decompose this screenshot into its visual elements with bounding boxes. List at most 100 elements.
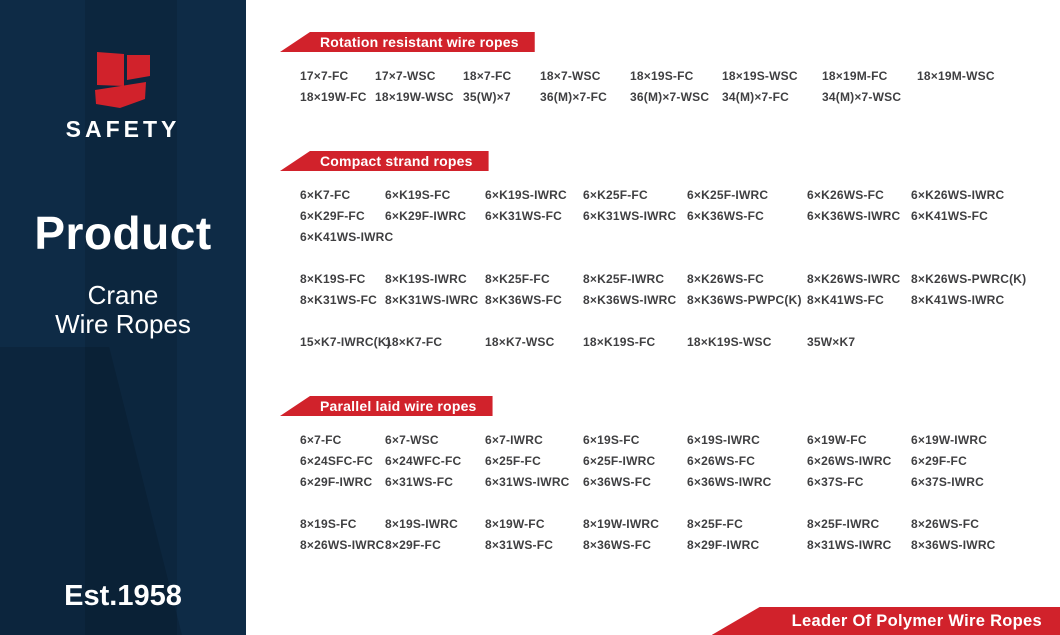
rope-code: 6×K36WS-IWRC	[807, 209, 901, 223]
rope-code: 8×K19S-FC	[300, 272, 366, 286]
rope-code: 6×37S-IWRC	[911, 475, 985, 489]
rope-code: 8×K26WS-FC	[687, 272, 765, 286]
rope-code: 8×K31WS-FC	[300, 293, 378, 307]
established-label: Est.1958	[64, 580, 182, 612]
product-subtitle: Crane Wire Ropes	[0, 281, 246, 339]
rope-code: 6×7-FC	[300, 433, 342, 447]
rope-code: 8×K25F-IWRC	[583, 272, 665, 286]
rope-code-group: 6×K7-FC 6×K19S-FC 6×K19S-IWRC 6×K25F-FC 6×K2…	[300, 185, 1060, 248]
rope-code-row: 6×7-FC 6×7-WSC 6×7-IWRC 6×19S-FC 6×19S-IWRC 6…	[300, 430, 1060, 451]
rope-code: 18×K7-WSC	[485, 335, 555, 349]
rope-code-row: 15×K7-IWRC(K) 18×K7-FC 18×K7-WSC 18×K19S-FC…	[300, 332, 1060, 353]
rope-code: 8×25F-IWRC	[807, 517, 880, 531]
rope-code: 6×K29F-IWRC	[385, 209, 467, 223]
rope-code: 8×19W-FC	[485, 517, 545, 531]
rope-code: 6×K41WS-FC	[911, 209, 989, 223]
main-content: Rotation resistant wire ropes 17×7-FC 17×7…	[246, 0, 1060, 635]
rope-code: 8×29F-FC	[385, 538, 441, 552]
rope-code: 18×7-FC	[463, 69, 512, 83]
rope-code: 6×K25F-IWRC	[687, 188, 769, 202]
section-title: Parallel laid wire ropes	[320, 398, 477, 414]
section-title: Compact strand ropes	[320, 153, 473, 169]
rope-code-group: 8×19S-FC 8×19S-IWRC 8×19W-FC 8×19W-IWRC 8×25…	[300, 514, 1060, 556]
rope-code-row: 6×K41WS-IWRC	[300, 227, 1060, 248]
rope-code-row: 18×19W-FC 18×19W-WSC 35(W)×7 36(M)×7-FC 36(M…	[300, 87, 1060, 108]
rope-code: 34(M)×7-FC	[722, 90, 790, 104]
rope-code-row: 17×7-FC 17×7-WSC 18×7-FC 18×7-WSC 18×19S-FC 1…	[300, 66, 1060, 87]
rope-code: 6×7-WSC	[385, 433, 439, 447]
rope-code: 6×K31WS-FC	[485, 209, 563, 223]
rope-code: 6×37S-FC	[807, 475, 864, 489]
rope-code: 6×26WS-IWRC	[807, 454, 892, 468]
rope-code: 6×K41WS-IWRC	[300, 230, 394, 244]
rope-code: 8×26WS-IWRC	[300, 538, 385, 552]
rope-code: 8×31WS-IWRC	[807, 538, 892, 552]
section-banner: Compact strand ropes	[280, 151, 489, 171]
rope-code-group: 17×7-FC 17×7-WSC 18×7-FC 18×7-WSC 18×19S-FC 1…	[300, 66, 1060, 108]
rope-code: 8×36WS-IWRC	[911, 538, 996, 552]
rope-code: 6×K29F-FC	[300, 209, 365, 223]
rope-code: 6×24SFC-FC	[300, 454, 374, 468]
rope-code: 8×26WS-FC	[911, 517, 980, 531]
rope-code: 8×K26WS-PWRC(K)	[911, 272, 1027, 286]
section-banner: Rotation resistant wire ropes	[280, 32, 535, 52]
rope-code-groups: 6×K7-FC 6×K19S-FC 6×K19S-IWRC 6×K25F-FC 6×K2…	[300, 185, 1060, 353]
rope-code: 6×19S-FC	[583, 433, 640, 447]
rope-code: 18×19W-FC	[300, 90, 367, 104]
rope-code-groups: 6×7-FC 6×7-WSC 6×7-IWRC 6×19S-FC 6×19S-IWRC 6…	[300, 430, 1060, 556]
rope-code: 18×19M-FC	[822, 69, 888, 83]
rope-code: 18×K7-FC	[385, 335, 443, 349]
rope-code: 18×19M-WSC	[917, 69, 995, 83]
footer-banner-label: Leader Of Polymer Wire Ropes	[791, 612, 1042, 630]
rope-code: 6×7-IWRC	[485, 433, 543, 447]
rope-code: 8×19W-IWRC	[583, 517, 660, 531]
rope-code: 6×K26WS-IWRC	[911, 188, 1005, 202]
rope-code: 6×25F-FC	[485, 454, 541, 468]
rope-code: 8×K41WS-IWRC	[911, 293, 1005, 307]
rope-code: 6×19W-FC	[807, 433, 867, 447]
rope-code: 8×25F-FC	[687, 517, 743, 531]
rope-code: 36(M)×7-WSC	[630, 90, 710, 104]
rope-code-group: 15×K7-IWRC(K) 18×K7-FC 18×K7-WSC 18×K19S-FC…	[300, 332, 1060, 353]
rope-code: 8×K31WS-IWRC	[385, 293, 479, 307]
rope-code: 6×K19S-IWRC	[485, 188, 567, 202]
rope-code: 15×K7-IWRC(K)	[300, 335, 391, 349]
sidebar-shade-band	[85, 0, 177, 635]
rope-code: 17×7-WSC	[375, 69, 436, 83]
rope-code: 8×K26WS-IWRC	[807, 272, 901, 286]
rope-code: 8×K25F-FC	[485, 272, 550, 286]
rope-code-row: 8×K31WS-FC 8×K31WS-IWRC 8×K36WS-FC 8×K36WS-…	[300, 290, 1060, 311]
rope-code: 6×29F-FC	[911, 454, 967, 468]
section-compact-strand-ropes: Compact strand ropes 6×K7-FC 6×K19S-FC 6×K1…	[280, 151, 1060, 353]
rope-code-group: 6×7-FC 6×7-WSC 6×7-IWRC 6×19S-FC 6×19S-IWRC 6…	[300, 430, 1060, 493]
rope-code: 18×K19S-FC	[583, 335, 656, 349]
product-subtitle-line1: Crane	[87, 280, 159, 310]
rope-code: 6×19W-IWRC	[911, 433, 988, 447]
rope-code: 8×K36WS-FC	[485, 293, 563, 307]
rope-code: 8×19S-FC	[300, 517, 357, 531]
rope-code: 18×19S-FC	[630, 69, 694, 83]
rope-code: 6×31WS-FC	[385, 475, 454, 489]
rope-code-row: 8×19S-FC 8×19S-IWRC 8×19W-FC 8×19W-IWRC 8×25…	[300, 514, 1060, 535]
rope-code: 6×19S-IWRC	[687, 433, 761, 447]
footer-banner: Leader Of Polymer Wire Ropes	[711, 607, 1060, 635]
rope-code: 35W×K7	[807, 335, 856, 349]
rope-code: 6×36WS-FC	[583, 475, 652, 489]
rope-code: 18×7-WSC	[540, 69, 601, 83]
rope-code: 8×K36WS-IWRC	[583, 293, 677, 307]
rope-code-row: 8×K19S-FC 8×K19S-IWRC 8×K25F-FC 8×K25F-IWRC…	[300, 269, 1060, 290]
page-title: Product	[34, 207, 212, 259]
rope-code: 6×K7-FC	[300, 188, 351, 202]
rope-code: 6×36WS-IWRC	[687, 475, 772, 489]
rope-code: 6×25F-IWRC	[583, 454, 656, 468]
rope-code: 6×31WS-IWRC	[485, 475, 570, 489]
rope-code: 18×19W-WSC	[375, 90, 454, 104]
rope-code: 8×19S-IWRC	[385, 517, 459, 531]
rope-code: 8×K36WS-PWPC(K)	[687, 293, 802, 307]
section-parallel-laid-wire-ropes: Parallel laid wire ropes 6×7-FC 6×7-WSC 6×7…	[280, 396, 1060, 556]
rope-code-row: 6×K29F-FC 6×K29F-IWRC 6×K31WS-FC 6×K31WS-IW…	[300, 206, 1060, 227]
product-subtitle-line2: Wire Ropes	[55, 309, 191, 339]
section-banner: Parallel laid wire ropes	[280, 396, 493, 416]
rope-code-groups: 17×7-FC 17×7-WSC 18×7-FC 18×7-WSC 18×19S-FC 1…	[300, 66, 1060, 108]
